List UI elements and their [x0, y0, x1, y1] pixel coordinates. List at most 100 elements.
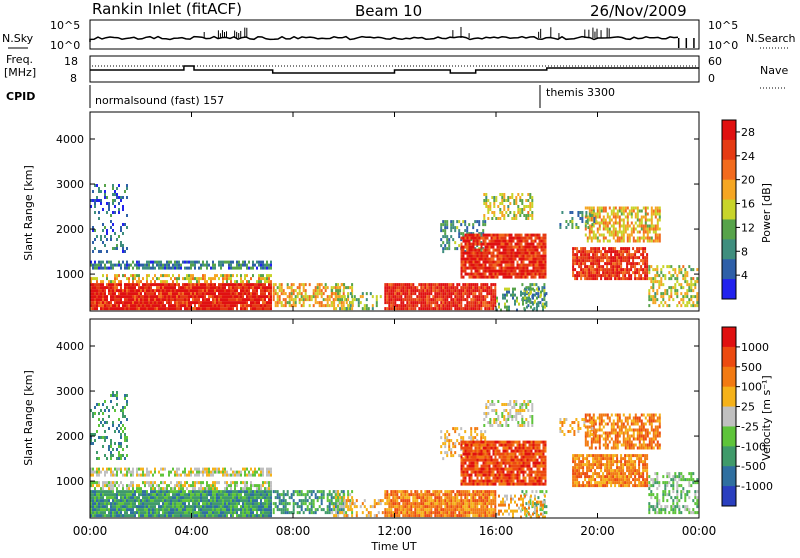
echo-cell	[126, 292, 128, 295]
echo-cell	[112, 264, 114, 267]
echo-cell	[104, 484, 106, 487]
echo-cell	[112, 298, 114, 301]
echo-cell	[507, 264, 509, 267]
echo-cell	[487, 208, 489, 211]
echo-cell	[140, 499, 142, 502]
echo-cell	[580, 259, 582, 262]
echo-cell	[132, 481, 134, 484]
echo-cell	[126, 247, 128, 250]
echo-cell	[114, 511, 116, 514]
echo-cell	[603, 222, 605, 225]
echo-cell	[630, 256, 632, 259]
echo-cell	[584, 265, 586, 268]
echo-cell	[228, 499, 230, 502]
echo-cell	[612, 268, 614, 271]
echo-cell	[517, 264, 519, 267]
echo-cell	[212, 493, 214, 496]
echo-cell	[674, 292, 676, 295]
echo-cell	[134, 274, 136, 277]
echo-cell	[504, 306, 506, 309]
echo-cell	[216, 286, 218, 289]
echo-cell	[120, 264, 122, 267]
echo-cell	[587, 207, 589, 210]
echo-cell	[256, 505, 258, 508]
echo-cell	[258, 514, 260, 517]
echo-cell	[471, 243, 473, 246]
echo-cell	[400, 295, 402, 298]
echo-cell	[110, 286, 112, 289]
echo-cell	[222, 502, 224, 505]
echo-cell	[214, 295, 216, 298]
echo-cell	[491, 240, 493, 243]
echo-cell	[442, 223, 444, 226]
echo-cell	[178, 301, 180, 304]
echo-cell	[617, 237, 619, 240]
echo-cell	[162, 307, 164, 310]
echo-cell	[188, 484, 190, 487]
echo-cell	[497, 240, 499, 243]
echo-cell	[651, 225, 653, 228]
echo-cell	[222, 514, 224, 517]
echo-cell	[434, 292, 436, 295]
echo-cell	[525, 276, 527, 279]
echo-cell	[180, 508, 182, 511]
echo-cell	[190, 277, 192, 280]
echo-cell	[305, 295, 307, 298]
echo-cell	[184, 474, 186, 477]
echo-cell	[194, 474, 196, 477]
echo-cell	[224, 261, 226, 264]
echo-cell	[446, 286, 448, 289]
echo-cell	[244, 474, 246, 477]
echo-cell	[120, 490, 122, 493]
echo-cell	[172, 468, 174, 471]
echo-cell	[645, 231, 647, 234]
echo-cell	[454, 226, 456, 229]
echo-cell	[244, 292, 246, 295]
echo-cell	[422, 283, 424, 286]
echo-cell	[208, 292, 210, 295]
echo-cell	[116, 505, 118, 508]
echo-cell	[182, 289, 184, 292]
echo-cell	[162, 283, 164, 286]
echo-cell	[289, 292, 291, 295]
echo-cell	[120, 508, 122, 511]
echo-cell	[542, 303, 544, 306]
echo-cell	[124, 289, 126, 292]
echo-cell	[98, 211, 100, 214]
echo-cell	[144, 514, 146, 517]
echo-cell	[491, 261, 493, 264]
echo-cell	[615, 228, 617, 231]
echo-cell	[615, 231, 617, 234]
echo-cell	[266, 261, 268, 264]
echo-cell	[598, 265, 600, 268]
echo-cell	[686, 283, 688, 286]
echo-cell	[242, 286, 244, 289]
echo-cell	[122, 223, 124, 226]
echo-cell	[471, 261, 473, 264]
echo-cell	[268, 286, 270, 289]
echo-cell	[202, 490, 204, 493]
echo-cell	[146, 499, 148, 502]
echo-cell	[226, 487, 228, 490]
echo-cell	[158, 286, 160, 289]
echo-cell	[102, 223, 104, 226]
echo-cell	[475, 243, 477, 246]
echo-cell	[150, 301, 152, 304]
echo-cell	[258, 295, 260, 298]
echo-cell	[258, 502, 260, 505]
echo-cell	[640, 277, 642, 280]
echo-cell	[206, 471, 208, 474]
echo-cell	[202, 274, 204, 277]
echo-cell	[242, 292, 244, 295]
echo-cell	[596, 262, 598, 265]
echo-cell	[214, 301, 216, 304]
echo-cell	[541, 261, 543, 264]
echo-cell	[452, 223, 454, 226]
echo-cell	[188, 298, 190, 301]
echo-cell	[337, 289, 339, 292]
echo-cell	[142, 295, 144, 298]
echo-cell	[240, 511, 242, 514]
echo-cell	[146, 304, 148, 307]
echo-cell	[509, 196, 511, 199]
echo-cell	[531, 283, 533, 286]
